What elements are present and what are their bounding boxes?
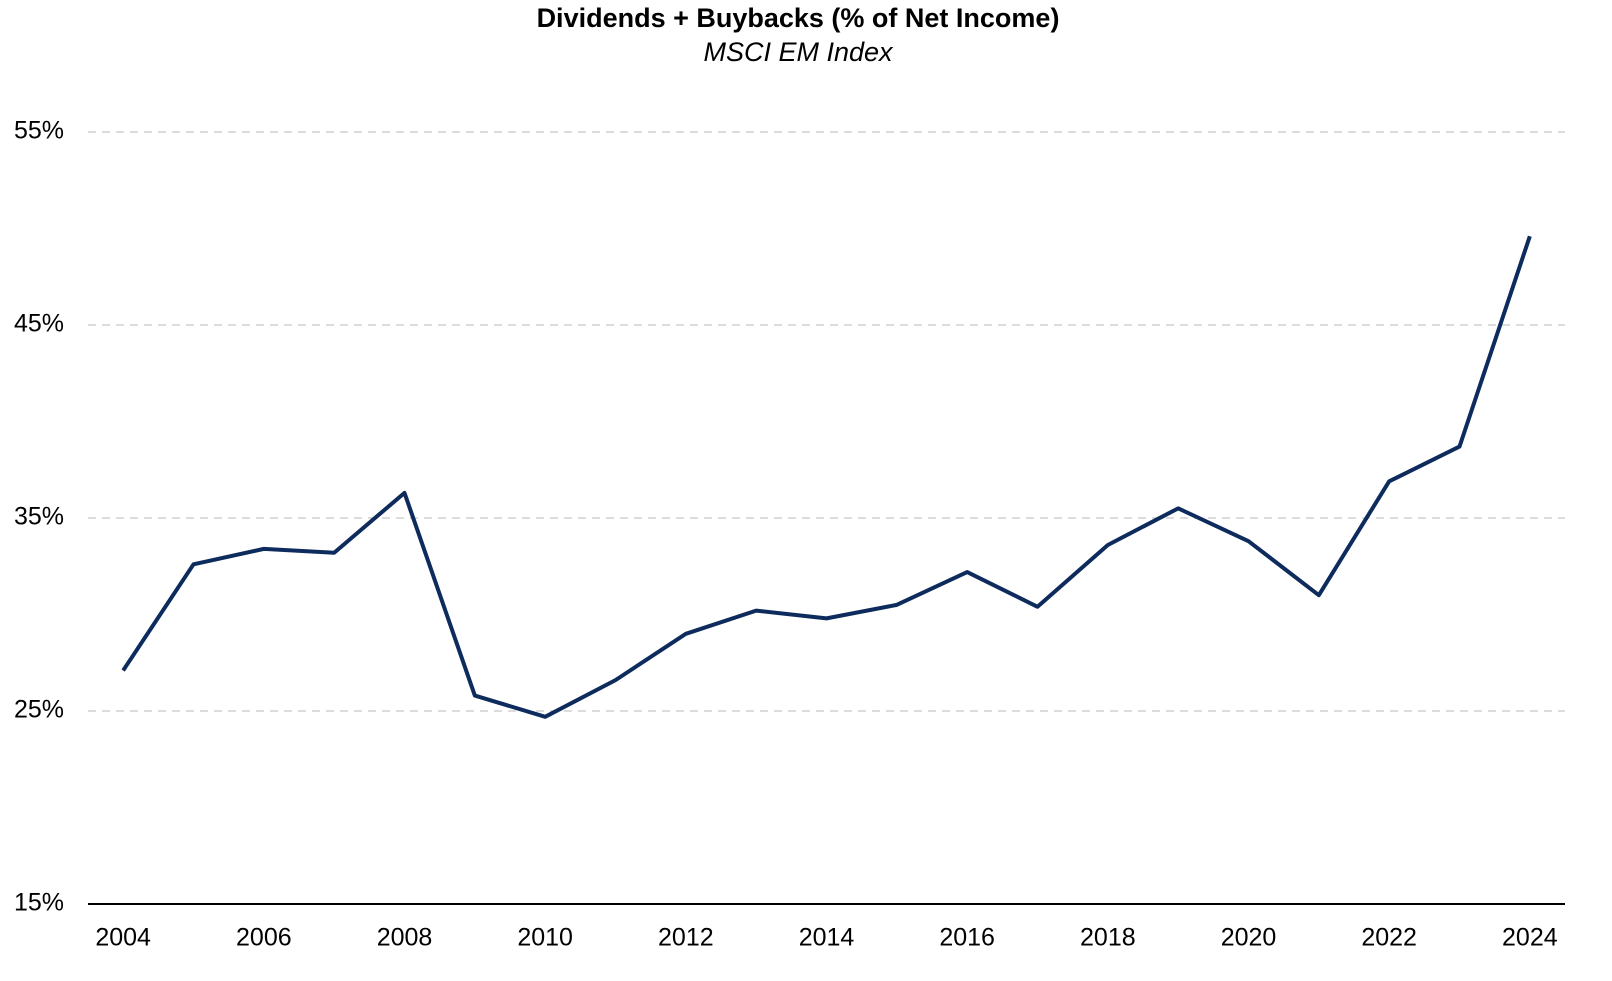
chart-title: Dividends + Buybacks (% of Net Income) [537,3,1060,33]
y-tick-label: 35% [14,503,64,531]
y-tick-label: 25% [14,696,64,724]
line [121,235,1532,719]
x-tick-label: 2016 [939,924,995,952]
x-tick-label: 2014 [799,924,855,952]
y-tick-label: 15% [14,889,64,917]
y-tick-label: 55% [14,117,64,145]
y-tick-label: 45% [14,310,64,338]
x-tick-label: 2010 [517,924,573,952]
x-tick-label: 2008 [377,924,433,952]
x-tick-label: 2020 [1221,924,1277,952]
x-tick-label: 2004 [95,924,151,952]
x-tick-label: 2024 [1502,924,1558,952]
x-tick-label: 2012 [658,924,714,952]
chart-subtitle: MSCI EM Index [703,37,894,67]
x-tick-label: 2006 [236,924,292,952]
x-tick-label: 2022 [1361,924,1417,952]
x-tick-label: 2018 [1080,924,1136,952]
